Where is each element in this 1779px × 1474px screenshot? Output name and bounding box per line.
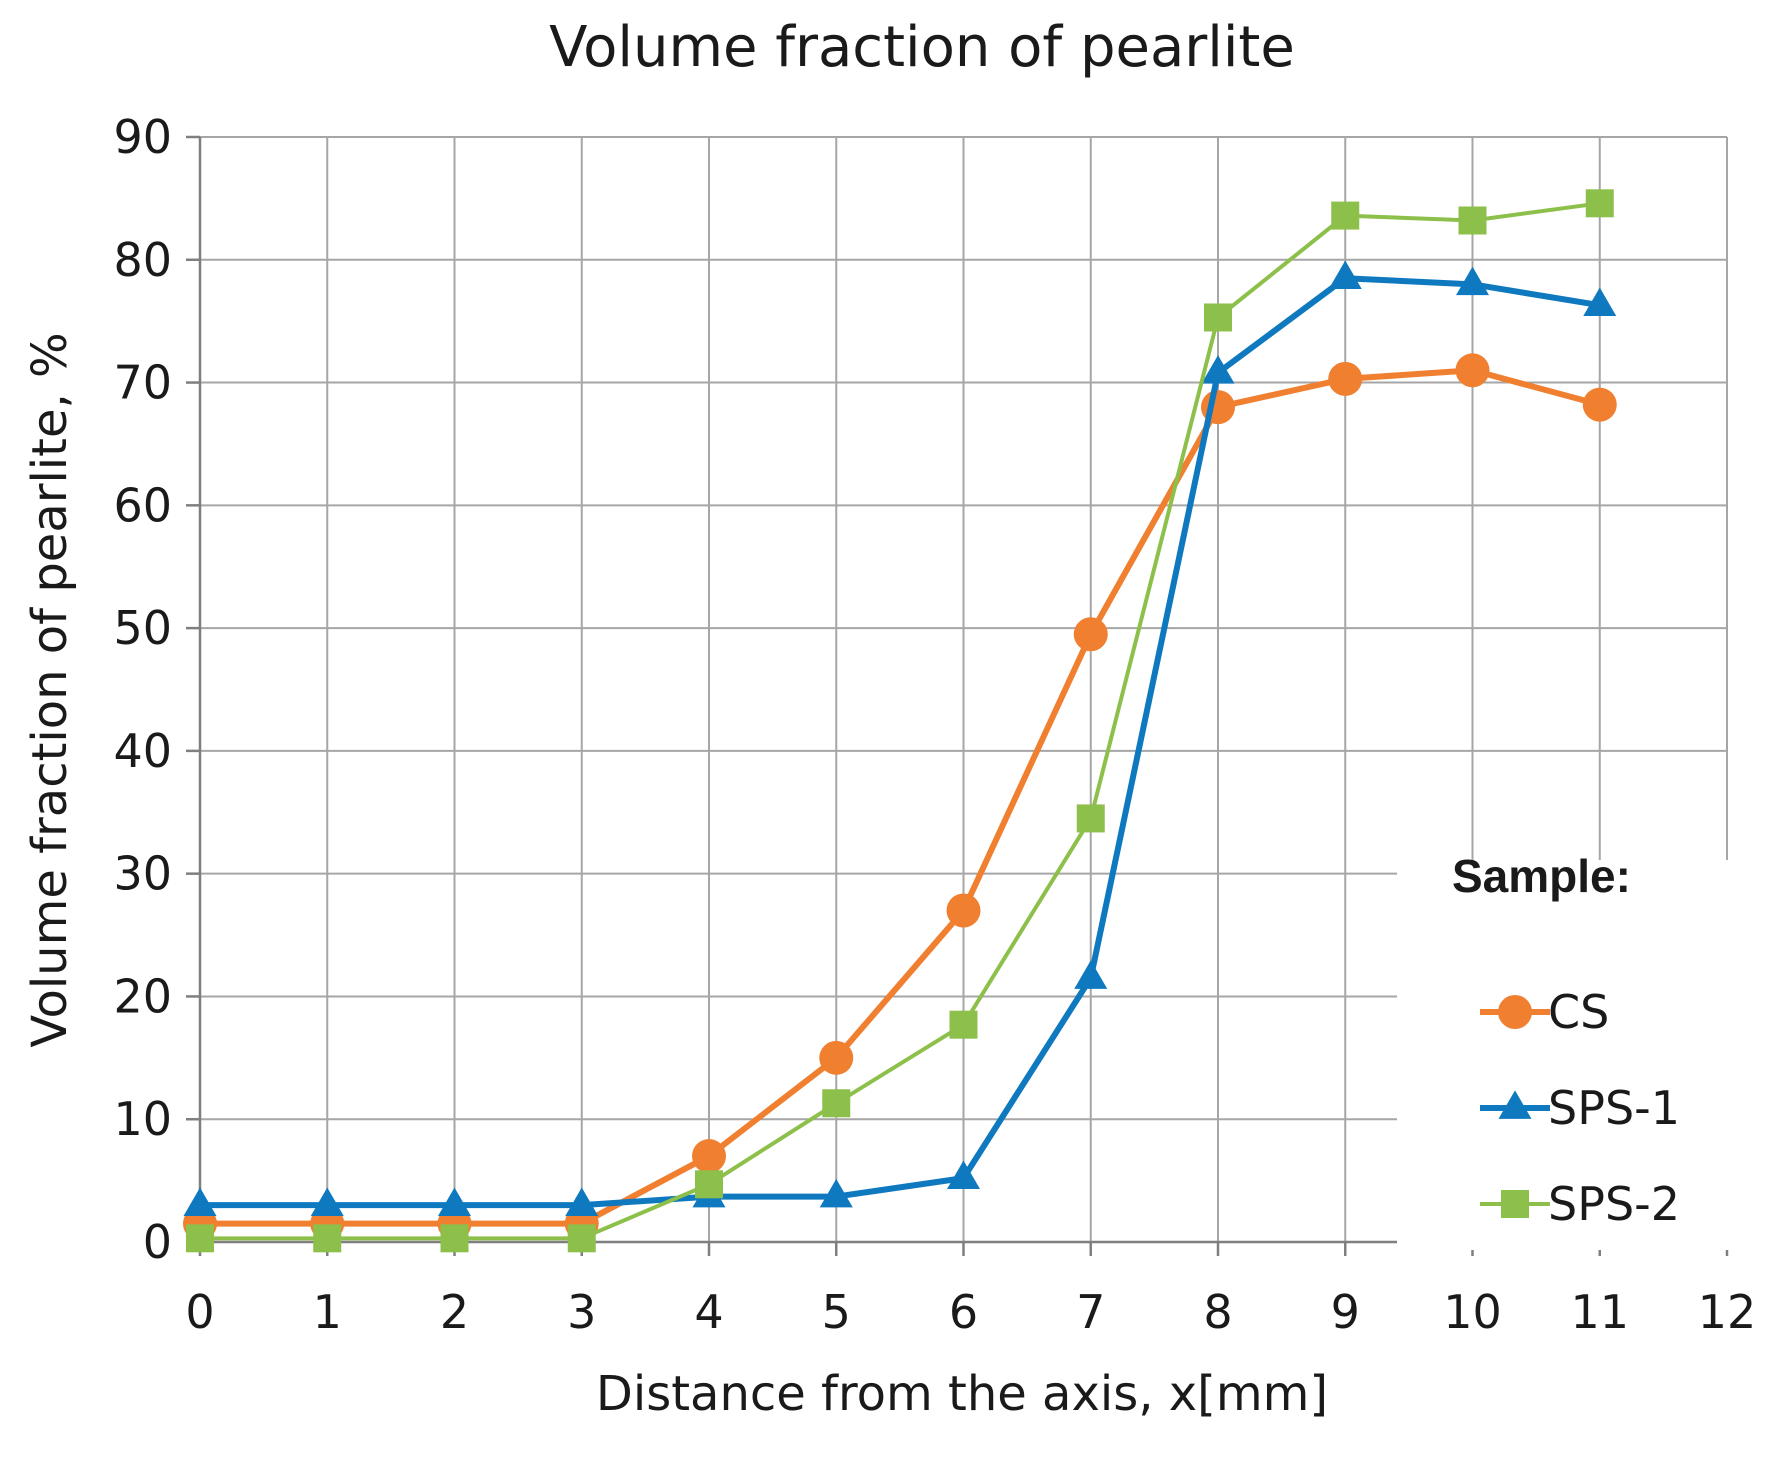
series-sps-2 — [186, 189, 1614, 1253]
data-point-sps-1 — [1583, 287, 1617, 317]
y-tick-label: 90 — [113, 110, 172, 164]
legend-background — [1397, 860, 1737, 1250]
data-point-cs — [946, 893, 981, 928]
data-point-sps-1 — [1201, 355, 1235, 384]
data-point-cs — [1455, 353, 1490, 388]
data-point-sps-2 — [822, 1089, 851, 1118]
legend-marker-sps-2 — [1501, 1190, 1529, 1218]
data-point-sps-2 — [1204, 303, 1232, 332]
legend-label-sps-1: SPS-1 — [1548, 1081, 1680, 1135]
legend-items: CS SPS-1 SPS-2 — [1480, 985, 1680, 1231]
x-axis-label: Distance from the axis, x[mm] — [596, 1366, 1328, 1422]
x-tick-label: 6 — [949, 1285, 978, 1339]
data-point-sps-1 — [819, 1178, 853, 1208]
legend-item-cs: CS — [1480, 985, 1609, 1039]
y-tick-label: 70 — [113, 356, 172, 410]
x-tick-label: 7 — [1076, 1285, 1105, 1339]
data-point-cs — [692, 1139, 726, 1174]
x-tick-label: 2 — [440, 1285, 469, 1339]
legend-marker-cs — [1498, 995, 1532, 1029]
data-point-sps-2 — [1076, 804, 1105, 833]
legend-item-sps-1: SPS-1 — [1480, 1081, 1680, 1135]
x-tick-label: 3 — [567, 1285, 596, 1339]
data-point-sps-2 — [313, 1224, 342, 1253]
y-tick-label: 0 — [143, 1215, 172, 1269]
x-tick-label: 11 — [1570, 1285, 1629, 1339]
y-tick-label: 60 — [113, 478, 172, 532]
x-tick-label: 1 — [313, 1285, 342, 1339]
y-tick-label: 30 — [113, 847, 172, 901]
x-tick-label: 9 — [1331, 1285, 1360, 1339]
y-tick-label: 40 — [113, 724, 172, 778]
data-point-sps-1 — [1328, 260, 1362, 290]
series-line-cs — [200, 367, 1601, 1227]
data-point-cs — [819, 1040, 854, 1075]
x-tick-label: 10 — [1443, 1285, 1502, 1339]
data-point-sps-2 — [186, 1224, 214, 1253]
y-tick-label: 20 — [113, 969, 172, 1023]
y-axis-label: Volume fraction of pearlite, % — [22, 332, 78, 1047]
series-line-sps-2 — [200, 201, 1601, 1241]
data-point-sps-1 — [947, 1160, 980, 1189]
data-point-sps-2 — [1585, 189, 1614, 218]
data-point-cs — [1328, 361, 1363, 396]
data-point-cs — [1073, 617, 1108, 652]
legend-marker-sps-1 — [1498, 1090, 1532, 1119]
data-point-sps-2 — [1458, 206, 1487, 235]
legend-title: Sample: — [1452, 850, 1631, 902]
legend: Sample: CS SPS-1 SPS-2 — [1452, 850, 1680, 1231]
data-point-sps-1 — [565, 1187, 599, 1216]
x-tick-label: 12 — [1698, 1285, 1757, 1339]
data-point-sps-1 — [183, 1187, 217, 1216]
chart-title: Volume fraction of pearlite — [549, 15, 1295, 80]
legend-label-sps-2: SPS-2 — [1548, 1177, 1680, 1231]
data-point-sps-2 — [695, 1170, 723, 1199]
data-point-cs — [1582, 387, 1617, 422]
x-tick-label: 8 — [1203, 1285, 1232, 1339]
x-tick-labels: 0 1 2 3 4 5 6 7 8 9 10 11 12 — [185, 1285, 1756, 1339]
y-tick-label: 10 — [113, 1092, 172, 1146]
data-point-sps-1 — [1456, 266, 1489, 296]
data-point-sps-2 — [440, 1224, 469, 1253]
data-point-sps-2 — [1331, 201, 1360, 230]
legend-label-cs: CS — [1548, 985, 1609, 1039]
legend-item-sps-2: SPS-2 — [1480, 1177, 1680, 1231]
x-tick-label: 5 — [822, 1285, 851, 1339]
data-point-sps-2 — [949, 1010, 978, 1039]
series-layer — [183, 189, 1617, 1253]
data-point-sps-1 — [1074, 960, 1108, 989]
x-tick-label: 0 — [185, 1285, 214, 1339]
y-tick-label: 80 — [113, 233, 172, 287]
y-tick-label: 50 — [113, 601, 172, 655]
data-point-sps-2 — [567, 1224, 596, 1253]
series-sps-1 — [183, 260, 1617, 1216]
data-point-sps-1 — [310, 1187, 344, 1216]
series-line-sps-1 — [200, 275, 1601, 1209]
y-tick-labels: 0 10 20 30 40 50 60 70 80 90 — [113, 110, 172, 1269]
x-tick-label: 4 — [694, 1285, 723, 1339]
data-point-sps-1 — [438, 1187, 471, 1216]
